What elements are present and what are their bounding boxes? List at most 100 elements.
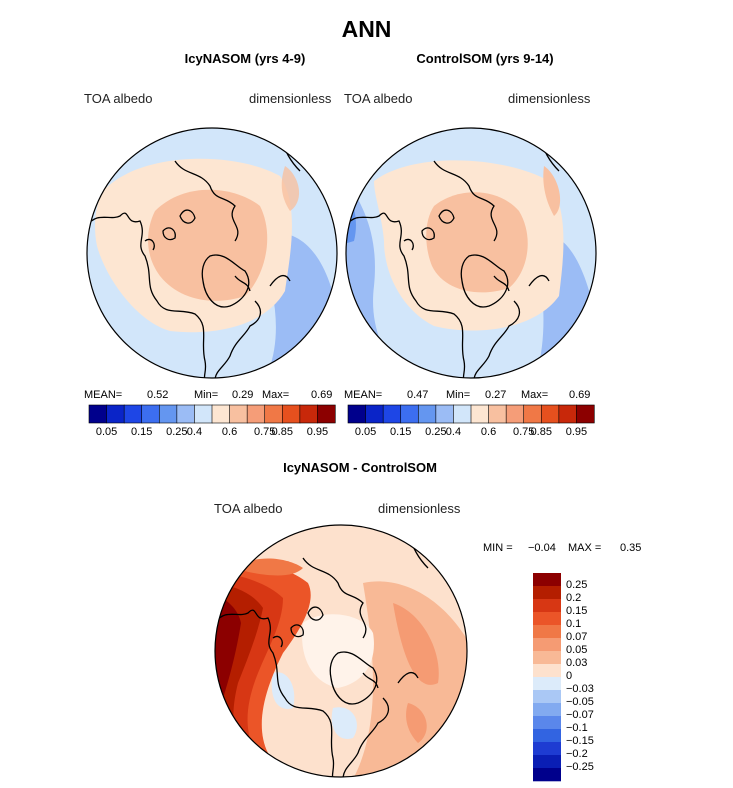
stats-max-left: 0.69: [311, 389, 333, 401]
stats-max-right: 0.69: [569, 389, 591, 401]
colorbar-swatch: [365, 404, 384, 424]
tick-label: 0.4: [186, 426, 203, 438]
colorbar-swatch: [88, 404, 108, 424]
colorbar-swatch: [540, 404, 560, 424]
tick-label: 0.6: [480, 426, 497, 438]
colorbar-swatch: [106, 404, 125, 424]
tick-label: 0.2: [566, 592, 582, 604]
colorbar-swatch: [382, 404, 402, 424]
colorbar-swatch: [533, 651, 561, 665]
tick-label: 0.07: [566, 631, 588, 643]
stats-mean-right: 0.47: [407, 389, 429, 401]
colorbar-swatch: [229, 404, 248, 424]
polar-map-diff: [214, 524, 468, 778]
colorbar-swatch: [533, 729, 561, 743]
colorbar-swatch: [194, 404, 213, 424]
colorbar-ticks-diff: 0.25 0.2 0.15 0.1 0.07 0.05 0.03 0 −0.03…: [566, 573, 626, 781]
tick-label: 0.75: [253, 426, 276, 438]
tick-label: −0.15: [566, 735, 594, 747]
colorbar-swatch: [533, 664, 561, 678]
colorbar-swatch: [400, 404, 419, 424]
colorbar-swatch: [523, 404, 542, 424]
stats-min-left: 0.29: [232, 389, 254, 401]
tick-label: 0.25: [166, 426, 188, 438]
tick-label: −0.2: [566, 748, 588, 760]
panel-title-left: IcyNASOM (yrs 4-9): [184, 51, 306, 66]
tick-label: 0.85: [530, 426, 552, 438]
tick-label: 0.25: [566, 579, 588, 591]
polar-map-right: [345, 127, 597, 379]
tick-label: 0.85: [271, 426, 293, 438]
tick-label: 0.95: [565, 426, 588, 438]
colorbar-swatch: [533, 690, 561, 704]
colorbar-swatch: [576, 404, 595, 424]
tick-label: 0.25: [425, 426, 447, 438]
stats-min-label-right: Min=: [446, 389, 471, 401]
tick-label: −0.25: [566, 761, 594, 773]
figure-title: ANN: [341, 16, 392, 42]
colorbar-swatch: [158, 404, 178, 424]
tick-label: 0.75: [512, 426, 535, 438]
colorbar-ticks-right: 0.05 0.15 0.25 0.4 0.6 0.75 0.85 0.95: [348, 426, 594, 440]
stats-max-diff: 0.35: [620, 542, 642, 554]
colorbar-swatch: [533, 677, 561, 691]
colorbar-swatch: [264, 404, 283, 424]
tick-label: 0.6: [221, 426, 238, 438]
colorbar-swatch: [453, 404, 472, 424]
tick-label: −0.03: [566, 683, 594, 695]
colorbar-swatch: [141, 404, 160, 424]
colorbar-swatch: [533, 612, 561, 626]
panel-title-right: ControlSOM (yrs 9-14): [416, 51, 554, 66]
tick-label: 0.05: [95, 426, 118, 438]
panel-title-diff: IcyNASOM - ControlSOM: [283, 460, 437, 475]
colorbar-left: [88, 404, 336, 424]
colorbar-swatch: [533, 742, 561, 756]
colorbar-ticks-left: 0.05 0.15 0.25 0.4 0.6 0.75 0.85 0.95: [89, 426, 335, 440]
colorbar-swatch: [533, 768, 561, 782]
stats-mean-label-left: MEAN=: [84, 389, 123, 401]
stats-min-diff: −0.04: [528, 542, 556, 554]
tick-label: −0.1: [566, 722, 588, 734]
units-label-diff: dimensionless: [378, 501, 461, 516]
stats-max-label-diff: MAX =: [568, 542, 602, 554]
stats-min-label-diff: MIN =: [483, 542, 513, 554]
colorbar-diff: [533, 573, 561, 782]
colorbar-swatch: [533, 586, 561, 600]
colorbar-swatch: [317, 404, 336, 424]
stats-min-right: 0.27: [485, 389, 507, 401]
tick-label: 0.1: [566, 618, 582, 630]
colorbar-swatch: [533, 599, 561, 613]
variable-label-diff: TOA albedo: [214, 501, 283, 516]
stats-mean-left: 0.52: [147, 389, 169, 401]
colorbar-swatch: [435, 404, 455, 424]
variable-label-left: TOA albedo: [84, 91, 153, 106]
colorbar-swatch: [533, 638, 561, 652]
colorbar-swatch: [470, 404, 490, 424]
colorbar-swatch: [488, 404, 507, 424]
colorbar-swatch: [533, 703, 561, 717]
colorbar-swatch: [347, 404, 367, 424]
tick-label: 0.95: [306, 426, 329, 438]
colorbar-swatch: [533, 716, 561, 730]
tick-label: 0.15: [566, 605, 588, 617]
tick-label: 0.15: [130, 426, 153, 438]
tick-label: 0.05: [354, 426, 377, 438]
tick-label: 0.03: [566, 657, 588, 669]
colorbar-swatch: [533, 755, 561, 769]
tick-label: −0.05: [566, 696, 594, 708]
colorbar-swatch: [281, 404, 301, 424]
colorbar-swatch: [211, 404, 231, 424]
units-label-left: dimensionless: [249, 91, 332, 106]
stats-max-label-left: Max=: [262, 389, 290, 401]
colorbar-swatch: [558, 404, 578, 424]
tick-label: 0.15: [389, 426, 412, 438]
stats-min-label-left: Min=: [194, 389, 219, 401]
colorbar-swatch: [299, 404, 319, 424]
polar-map-left: [86, 127, 338, 379]
colorbar-swatch: [417, 404, 437, 424]
colorbar-swatch: [176, 404, 196, 424]
tick-label: −0.07: [566, 709, 594, 721]
colorbar-swatch: [246, 404, 266, 424]
stats-mean-label-right: MEAN=: [344, 389, 383, 401]
colorbar-swatch: [123, 404, 143, 424]
